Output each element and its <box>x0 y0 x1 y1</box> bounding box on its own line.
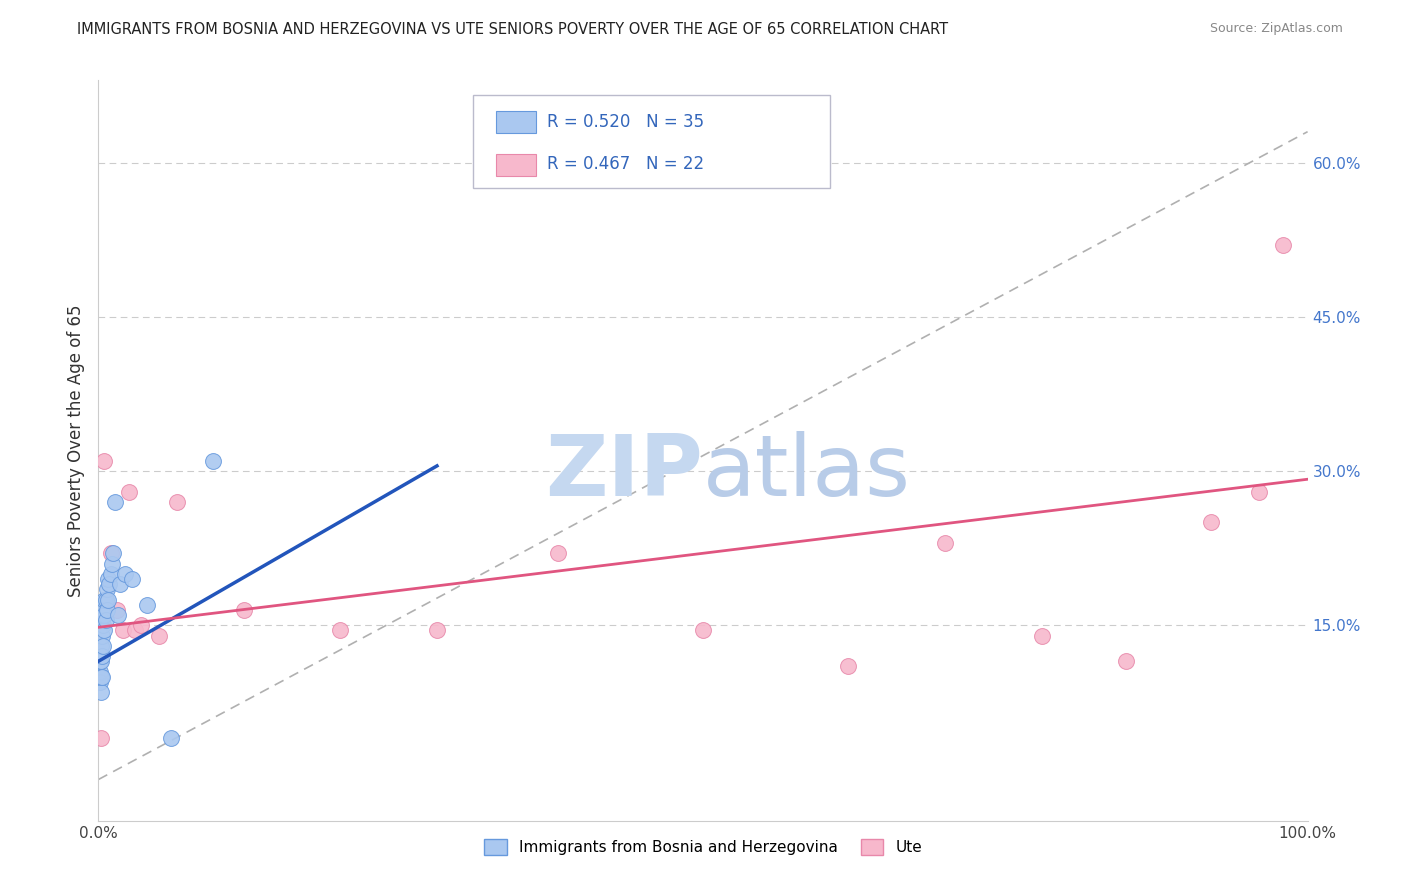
Text: atlas: atlas <box>703 431 911 514</box>
Point <box>90 731 112 746</box>
FancyBboxPatch shape <box>496 112 536 134</box>
Point <box>97 592 120 607</box>
Text: Source: ZipAtlas.com: Source: ZipAtlas.com <box>1209 22 1343 36</box>
Point <box>94 592 117 607</box>
Text: ZIP: ZIP <box>546 431 703 514</box>
Point <box>1272 237 1295 252</box>
Point <box>93 624 115 638</box>
FancyBboxPatch shape <box>496 153 536 176</box>
Point <box>111 624 134 638</box>
Point <box>114 566 136 581</box>
Point <box>124 624 146 638</box>
Point <box>89 665 111 679</box>
Point <box>118 484 141 499</box>
Point <box>93 607 115 622</box>
Point <box>107 607 129 622</box>
Point <box>148 629 170 643</box>
Point <box>90 654 112 668</box>
Point <box>91 639 114 653</box>
Legend: Immigrants from Bosnia and Herzegovina, Ute: Immigrants from Bosnia and Herzegovina, … <box>478 833 928 861</box>
Point <box>89 674 111 689</box>
Point <box>90 670 112 684</box>
Point <box>1249 484 1271 499</box>
Point <box>108 577 131 591</box>
Point <box>98 577 121 591</box>
Point <box>1115 654 1137 668</box>
Point <box>94 613 117 627</box>
Point <box>91 629 114 643</box>
Point <box>202 454 225 468</box>
Point <box>1199 516 1222 530</box>
Point <box>1031 629 1053 643</box>
Point <box>96 582 118 597</box>
Point <box>232 603 254 617</box>
Point <box>166 495 188 509</box>
Y-axis label: Seniors Poverty Over the Age of 65: Seniors Poverty Over the Age of 65 <box>66 304 84 597</box>
Point <box>129 618 152 632</box>
Point <box>91 618 114 632</box>
Point <box>91 603 114 617</box>
Point <box>934 536 956 550</box>
Point <box>837 659 859 673</box>
Point <box>91 613 114 627</box>
Point <box>91 649 114 664</box>
Point <box>100 557 122 571</box>
Point <box>329 624 352 638</box>
Point <box>91 670 114 684</box>
Point <box>100 546 122 560</box>
Point <box>96 603 118 617</box>
Point <box>135 598 157 612</box>
Point <box>90 685 112 699</box>
Point <box>90 639 112 653</box>
Point <box>89 654 111 668</box>
Text: IMMIGRANTS FROM BOSNIA AND HERZEGOVINA VS UTE SENIORS POVERTY OVER THE AGE OF 65: IMMIGRANTS FROM BOSNIA AND HERZEGOVINA V… <box>77 22 949 37</box>
Text: R = 0.467   N = 22: R = 0.467 N = 22 <box>547 155 704 173</box>
FancyBboxPatch shape <box>474 95 830 187</box>
Point <box>692 624 714 638</box>
Point <box>101 546 124 560</box>
Point <box>105 603 128 617</box>
Point <box>121 572 143 586</box>
Text: R = 0.520   N = 35: R = 0.520 N = 35 <box>547 112 704 130</box>
Point <box>93 592 115 607</box>
Point <box>426 624 449 638</box>
Point <box>160 731 183 746</box>
Point <box>100 566 122 581</box>
Point <box>547 546 569 560</box>
Point <box>93 454 115 468</box>
Point <box>97 572 120 586</box>
Point <box>104 495 127 509</box>
